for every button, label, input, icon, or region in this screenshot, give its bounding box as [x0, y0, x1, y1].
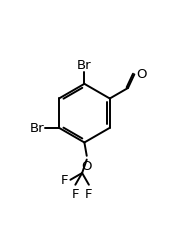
Text: F: F [61, 173, 68, 186]
Text: Br: Br [77, 58, 92, 71]
Text: O: O [81, 159, 92, 172]
Text: Br: Br [30, 122, 44, 135]
Text: F: F [72, 187, 79, 200]
Text: F: F [85, 187, 93, 200]
Text: O: O [137, 68, 147, 81]
